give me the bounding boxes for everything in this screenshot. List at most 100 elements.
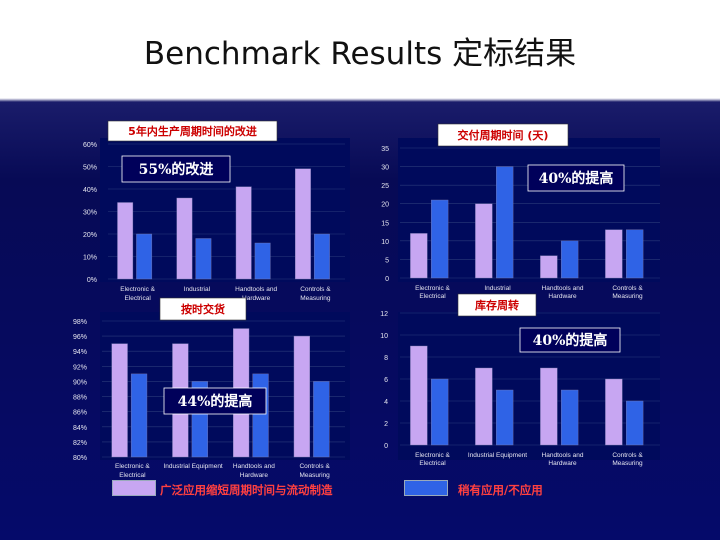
chart-turns-bar-b (496, 389, 514, 446)
legend-swatch-series-b (404, 480, 448, 496)
chart-cycle-bar-a (117, 202, 134, 280)
chart-delivery-callout-box (527, 164, 625, 192)
chart-ontime-category-label: Hardware (240, 472, 269, 479)
chart-cycle-bar-a (295, 168, 311, 280)
chart-cycle-callout: 55%的改进 (139, 161, 214, 178)
chart-delivery-bar-b (496, 166, 514, 279)
chart-ontime-title-box (159, 297, 247, 321)
chart-turns-category-label: Industrial Equipment (468, 452, 527, 459)
chart-delivery-callout: 40%的提高 (539, 170, 614, 187)
chart-delivery-bar-b (626, 229, 644, 279)
chart-ontime-category-label: Electrical (119, 472, 146, 479)
chart-cycle-category-label: Handtools and (235, 286, 277, 293)
chart-delivery-category-label: Electronic & (415, 285, 450, 292)
chart-delivery-ytick-label: 30 (381, 165, 389, 172)
chart-cycle-title-box (107, 120, 278, 142)
chart-cycle-bar-a (176, 197, 193, 280)
chart-turns-ytick-label: 12 (380, 311, 388, 318)
chart-cycle-category-label: Electronic & (120, 286, 155, 293)
chart-delivery-category-label: Electrical (419, 293, 446, 300)
chart-cycle-category-label: Hardware (242, 295, 271, 302)
chart-turns-ytick-label: 6 (384, 377, 388, 384)
chart-turns-ytick-label: 2 (384, 421, 388, 428)
chart-ontime-callout-box (163, 387, 267, 415)
chart-turns-ytick-label: 8 (384, 355, 388, 362)
chart-delivery-ytick-label: 10 (381, 239, 389, 246)
chart-delivery-ytick-label: 25 (381, 183, 389, 190)
chart-ontime-ytick-label: 84% (73, 425, 87, 432)
chart-delivery-bar-b (561, 240, 579, 279)
chart-delivery-bar-a (540, 255, 558, 279)
chart-turns-bar-a (410, 345, 428, 446)
chart-delivery-category-label: Industrial (484, 285, 511, 292)
chart-delivery-bar-a (410, 233, 428, 279)
legend-swatch-series-a (112, 480, 156, 496)
chart-ontime-ytick-label: 88% (73, 395, 87, 402)
chart-cycle-category-label: Industrial (184, 286, 211, 293)
chart-turns-bar-a (605, 378, 623, 446)
chart-delivery-ytick-label: 35 (381, 146, 389, 153)
chart-delivery-ytick-label: 0 (385, 276, 389, 283)
chart-cycle-bar-b (313, 233, 330, 280)
chart-cycle-ytick-label: 20% (83, 232, 97, 239)
chart-turns-ytick-label: 0 (384, 443, 388, 450)
chart-ontime-ytick-label: 94% (73, 349, 87, 356)
legend-label-series-b: 稍有应用/不应用 (458, 483, 543, 497)
chart-cycle-ytick-label: 10% (83, 255, 97, 262)
chart-turns-callout-box (519, 327, 621, 353)
chart-cycle-bar-b (195, 238, 212, 280)
chart-delivery-title: 交付周期时间 (天) (458, 128, 549, 142)
chart-ontime-ytick-label: 80% (73, 455, 87, 462)
chart-turns-title-box (457, 293, 537, 317)
chart-cycle-ytick-label: 60% (83, 142, 97, 149)
chart-turns-category-label: Electrical (419, 460, 446, 467)
chart-delivery-category-label: Measuring (612, 293, 643, 300)
chart-cycle-category-label: Controls & (300, 286, 331, 293)
chart-delivery-category-label: Controls & (612, 285, 643, 292)
chart-ontime-category-label: Electronic & (115, 463, 150, 470)
chart-cycle-ytick-label: 0% (87, 277, 97, 284)
chart-ontime-category-label: Handtools and (233, 463, 275, 470)
chart-turns-bar-a (475, 367, 493, 446)
chart-ontime-ytick-label: 82% (73, 440, 87, 447)
chart-ontime-ytick-label: 86% (73, 410, 87, 417)
chart-turns-callout: 40%的提高 (533, 332, 608, 349)
chart-delivery-ytick-label: 5 (385, 257, 389, 264)
chart-cycle-title: 5年内生产周期时间的改进 (128, 124, 257, 138)
chart-cycle-bar-b (136, 233, 153, 280)
chart-turns-category-label: Controls & (612, 452, 643, 459)
chart-turns-category-label: Handtools and (542, 452, 584, 459)
chart-ontime-category-label: Controls & (299, 463, 330, 470)
chart-cycle-category-label: Electrical (124, 295, 151, 302)
chart-turns-bar-a (540, 367, 558, 446)
slide-title: Benchmark Results 定标结果 (143, 36, 577, 72)
chart-cycle-callout-box (121, 155, 231, 183)
chart-cycle-bar-b (254, 242, 271, 280)
chart-delivery-ytick-label: 15 (381, 220, 389, 227)
chart-ontime-bar-b (252, 373, 269, 458)
chart-ontime-callout: 44%的提高 (178, 393, 253, 410)
chart-delivery-bar-a (475, 203, 493, 279)
chart-delivery-category-label: Handtools and (542, 285, 584, 292)
chart-turns-title: 库存周转 (475, 298, 519, 312)
chart-ontime-bar-a (111, 343, 128, 458)
chart-turns-bar-b (626, 400, 644, 446)
chart-cycle-ytick-label: 50% (83, 165, 97, 172)
chart-turns-bar-b (431, 378, 449, 446)
chart-delivery-bar-b (431, 199, 449, 279)
chart-ontime-category-label: Industrial Equipment (163, 463, 222, 470)
chart-turns-category-label: Measuring (612, 460, 643, 467)
chart-turns-ytick-label: 4 (384, 399, 388, 406)
chart-turns-category-label: Electronic & (415, 452, 450, 459)
chart-ontime-ytick-label: 98% (73, 319, 87, 326)
chart-cycle-ytick-label: 30% (83, 210, 97, 217)
chart-ontime-bar-b (130, 373, 148, 458)
chart-ontime-ytick-label: 96% (73, 334, 87, 341)
chart-delivery-category-label: Hardware (548, 293, 577, 300)
chart-ontime-ytick-label: 92% (73, 364, 87, 371)
chart-turns-bar-b (561, 389, 579, 446)
legend-label-series-a: 广泛应用缩短周期时间与流动制造 (160, 483, 333, 497)
chart-cycle-category-label: Measuring (300, 295, 331, 302)
chart-ontime-category-label: Measuring (299, 472, 330, 479)
